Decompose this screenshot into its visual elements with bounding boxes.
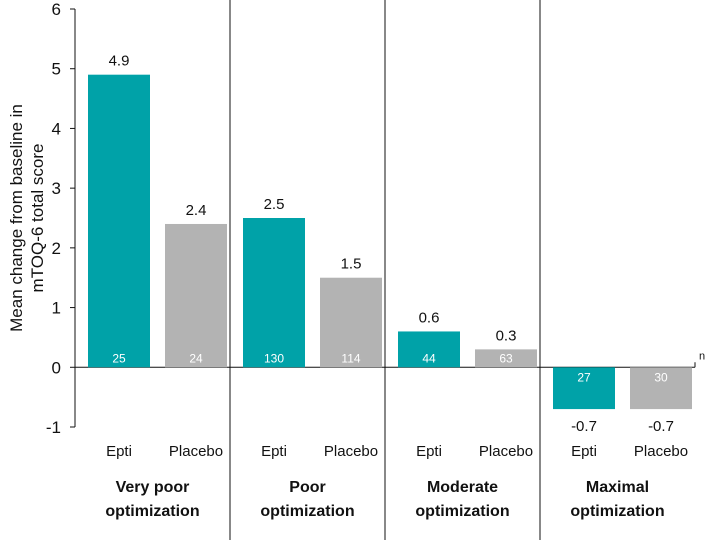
group-title-line: optimization	[260, 503, 354, 520]
bar-value-label: 2.4	[186, 202, 207, 219]
group-title-line: optimization	[570, 503, 664, 520]
bar-n-label: 63	[499, 351, 513, 365]
group-title-line: optimization	[415, 503, 509, 520]
y-tick-label: 0	[52, 358, 61, 377]
bar-placebo	[165, 223, 227, 368]
bar-epti	[243, 218, 305, 368]
x-category-label: Epti	[106, 443, 132, 460]
bar-placebo	[630, 367, 692, 410]
x-category-label: Placebo	[479, 443, 533, 460]
bar-value-label: 2.5	[264, 196, 285, 213]
bar-value-label: 0.3	[496, 327, 517, 344]
bar-value-label: -0.7	[648, 418, 674, 435]
bar-value-label: 1.5	[341, 256, 362, 273]
group-title-line: optimization	[105, 503, 199, 520]
group-title-line: Moderate	[427, 479, 498, 496]
bar-epti	[553, 367, 615, 410]
y-tick-label: 4	[52, 119, 61, 138]
bar-n-label: 114	[341, 351, 360, 365]
bar-epti	[88, 74, 150, 368]
y-tick-label: 3	[52, 179, 61, 198]
x-category-label: Placebo	[634, 443, 688, 460]
n-label: n	[699, 350, 705, 362]
bar-n-label: 44	[422, 351, 436, 365]
bar-n-label: 25	[112, 351, 126, 365]
bar-placebo	[475, 349, 537, 368]
x-category-label: Epti	[261, 443, 287, 460]
bar-n-label: 30	[654, 370, 668, 384]
bar-value-label: 4.9	[109, 53, 130, 70]
bar-n-label: 24	[189, 351, 203, 365]
group-title-line: Poor	[289, 479, 325, 496]
bar-n-label: 130	[264, 351, 284, 365]
bar-epti	[398, 331, 460, 368]
y-tick-label: -1	[46, 418, 61, 437]
x-category-label: Epti	[571, 443, 597, 460]
bar-value-label: 0.6	[419, 309, 440, 326]
y-tick-label: 6	[52, 0, 61, 19]
x-category-label: Epti	[416, 443, 442, 460]
y-tick-label: 5	[52, 60, 61, 79]
y-tick-label: 1	[52, 299, 61, 318]
y-tick-label: 2	[52, 239, 61, 258]
y-axis-title-line: mTOQ-6 total score	[28, 144, 47, 293]
x-category-label: Placebo	[169, 443, 223, 460]
group-title-line: Very poor	[116, 479, 190, 496]
bar-n-label: 27	[577, 370, 591, 384]
bar-value-label: -0.7	[571, 418, 597, 435]
y-axis-title-line: Mean change from baseline in	[7, 104, 26, 332]
group-title-line: Maximal	[586, 479, 649, 496]
x-category-label: Placebo	[324, 443, 378, 460]
bar-placebo	[320, 277, 382, 368]
